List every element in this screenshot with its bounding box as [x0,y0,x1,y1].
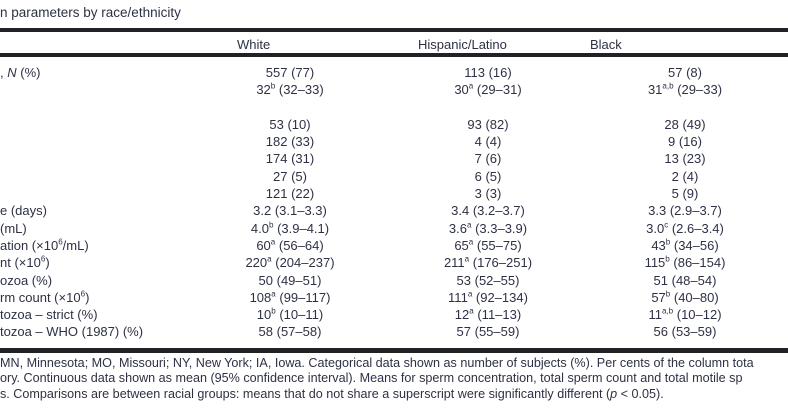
table-row [0,99,788,116]
cell-white: 3.2 (3.1–3.3) [253,203,327,219]
cell-hispanic-latino: 3.6a (3.3–3.9) [448,220,528,236]
cell-hispanic-latino: 57 (55–59) [456,324,520,340]
cell-hispanic-latino: 211a (176–251) [443,254,533,271]
row-label: (mL) [0,220,27,236]
table-row: 174 (31) 7 (6) 13 (23) [0,150,788,167]
cell-white: 60a (56–64) [256,237,324,253]
table-row: nt (×106) 220a (204–237) 211a (176–251) 115… [0,254,788,271]
cell-white: 121 (22) [265,186,315,202]
row-label: rm count (×106) [0,289,90,305]
table-row: (mL) 4.0b (3.9–4.1) 3.6a (3.3–3.9) 3.0c (2.… [0,220,788,237]
table-row: rm count (×106) 108a (99–117) 111a (92–134… [0,289,788,306]
bottom-rule [0,348,788,353]
cell-white: 220a (204–237) [245,254,335,271]
table-body: , N (%) 557 (77) 113 (16) 57 (8) 32b (32–33)… [0,64,788,341]
cell-black: 57 (8) [668,65,702,80]
cell-black: 5 (9) [671,186,699,202]
cell-black: 3.0c (2.6–3.4) [646,220,724,236]
cell-hispanic-latino: 65a (55–75) [454,237,522,253]
cell-white: 50 (49–51) [258,272,322,288]
cell-black: 28 (49) [664,116,706,132]
cell-black: 9 (16) [668,134,702,150]
cell-hispanic-latino: 113 (16) [464,65,512,80]
footnote-line: MN, Minnesota; MO, Missouri; NY, New Yor… [0,356,754,370]
cell-hispanic-latino: 4 (4) [474,134,502,150]
top-rule [0,28,788,32]
cell-black: 13 (23) [664,151,706,167]
footnotes: MN, Minnesota; MO, Missouri; NY, New Yor… [0,356,788,402]
cell-black: 3.3 (2.9–3.7) [648,203,722,219]
cell-black: 11a,b (10–12) [648,306,722,323]
row-label: , N (%) [0,65,41,80]
cell-hispanic-latino: 6 (5) [474,168,502,184]
table-row: 182 (33) 4 (4) 9 (16) [0,133,788,150]
row-label: ozoa (%) [0,272,53,288]
cell-hispanic-latino: 7 (6) [474,151,502,167]
cell-black: 115b (86–154) [644,254,726,271]
table-row: e (days) 3.2 (3.1–3.3) 3.4 (3.2–3.7) 3.3 (2… [0,202,788,219]
table-row: 53 (10) 93 (82) 28 (49) [0,116,788,133]
table-row: ozoa (%) 50 (49–51) 53 (52–55) 51 (48–54) [0,272,788,289]
cell-white: 182 (33) [265,134,315,150]
column-header-hispanic-latino: Hispanic/Latino [418,37,507,52]
cell-hispanic-latino: 30a (29–31) [454,81,522,98]
cell-black: 56 (53–59) [653,324,717,340]
table-row: 27 (5) 6 (5) 2 (4) [0,168,788,185]
column-header-white: White [237,37,271,52]
row-label: tozoa – strict (%) [0,307,98,323]
row-label: tozoa – WHO (1987) (%) [0,324,144,340]
table-row: 121 (22) 3 (3) 5 (9) [0,185,788,202]
cell-hispanic-latino: 93 (82) [467,116,509,132]
table-row: ation (×106/mL) 60a (56–64) 65a (55–75) 43b… [0,237,788,254]
row-label: e (days) [0,203,47,219]
table-row: , N (%) 557 (77) 113 (16) 57 (8) [0,64,788,81]
cell-black: 2 (4) [671,168,699,184]
footnote-line: s. Comparisons are between racial groups… [0,386,664,401]
cell-hispanic-latino: 3 (3) [474,186,502,202]
cell-white: 32b (32–33) [256,81,324,98]
cell-white: 557 (77) [265,65,315,80]
header-rule [0,53,788,57]
cell-hispanic-latino: 53 (52–55) [456,272,520,288]
cell-black: 31a,b (29–33) [647,81,723,98]
cell-black: 51 (48–54) [653,272,717,288]
table-row: tozoa – strict (%) 10b (10–11) 12a (11–13)… [0,306,788,323]
table-row: tozoa – WHO (1987) (%) 58 (57–58) 57 (55–5… [0,323,788,340]
table-row: 32b (32–33) 30a (29–31) 31a,b (29–33) [0,81,788,98]
row-label: nt (×106) [0,254,50,271]
table-title: n parameters by race/ethnicity [0,5,181,20]
cell-black: 57b (40–80) [651,289,719,305]
cell-white: 174 (31) [265,151,315,167]
cell-white: 27 (5) [273,168,307,184]
footnote-line: ory. Continuous data shown as mean (95% … [0,371,743,386]
cell-white: 58 (57–58) [258,324,322,340]
cell-white: 108a (99–117) [249,289,331,305]
cell-white: 53 (10) [269,116,311,132]
cell-hispanic-latino: 111a (92–134) [448,289,528,305]
cell-white: 4.0b (3.9–4.1) [250,220,330,236]
row-label: ation (×106/mL) [0,237,89,253]
cell-black: 43b (34–56) [651,237,719,253]
cell-hispanic-latino: 3.4 (3.2–3.7) [451,203,525,219]
cell-hispanic-latino: 12a (11–13) [454,306,522,323]
cell-white: 10b (10–11) [256,306,324,323]
column-header-black: Black [590,37,622,52]
